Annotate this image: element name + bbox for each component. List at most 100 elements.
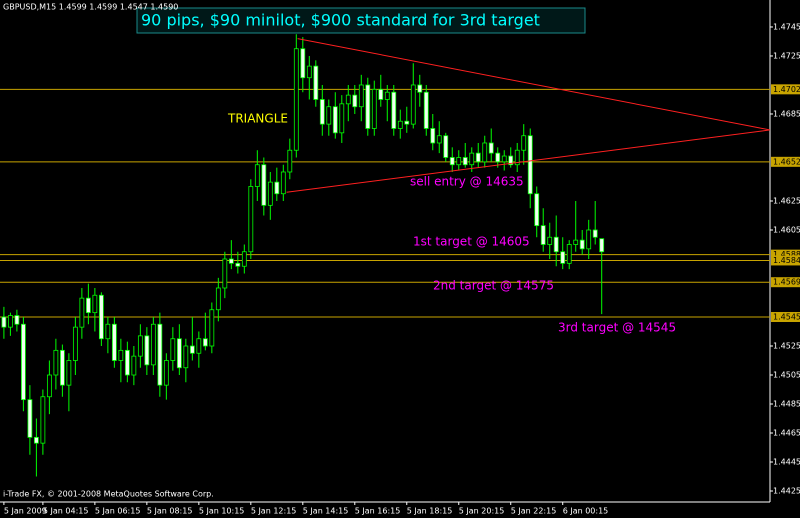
chart-title: 90 pips, $90 minilot, $900 standard for …: [141, 11, 540, 30]
candle-body: [170, 338, 176, 361]
x-tick-label: 5 Jan 2009: [4, 507, 47, 516]
level-label: 1.4588: [773, 250, 800, 259]
annotation: TRIANGLE: [227, 112, 288, 126]
candle-body: [53, 349, 59, 376]
candle-body: [59, 349, 65, 386]
x-tick-label: 5 Jan 10:15: [199, 507, 245, 516]
candle-body: [443, 135, 449, 158]
candle-body: [85, 297, 91, 314]
level-tag: [771, 277, 800, 288]
candle-body: [7, 315, 13, 328]
trend-line: [286, 129, 771, 193]
x-tick-label: 5 Jan 22:15: [511, 507, 557, 516]
trend-line: [297, 38, 771, 131]
candle-body: [261, 164, 267, 206]
level-tag: [771, 255, 800, 266]
candle-body: [33, 436, 39, 444]
candle-body: [475, 152, 481, 163]
candle-body: [469, 152, 475, 166]
x-tick-label: 5 Jan 16:15: [355, 507, 401, 516]
level-label: 1.4702: [773, 85, 800, 94]
candle-body: [482, 142, 488, 163]
candle-body: [248, 186, 254, 253]
candle-body: [27, 399, 33, 438]
level-tag: [771, 249, 800, 260]
candle-body: [514, 149, 520, 166]
candle-body: [404, 120, 410, 125]
candle-body: [215, 287, 221, 311]
candle-body: [313, 65, 319, 100]
candle-body: [540, 225, 546, 245]
candle-body: [40, 396, 46, 444]
candle-body: [92, 294, 98, 314]
candle-body: [254, 164, 260, 187]
y-tick-label: 1.4685: [773, 109, 800, 118]
candle-body: [118, 349, 124, 361]
candle-body: [547, 236, 553, 245]
x-tick-label: 5 Jan 06:15: [95, 507, 141, 516]
candle-body: [300, 48, 306, 79]
candle-body: [241, 251, 247, 267]
candle-body: [384, 91, 390, 100]
symbol-header: GBPUSD,M15 1.4599 1.4599 1.4547 1.4590: [3, 3, 178, 12]
candle-body: [1, 316, 7, 328]
candle-body: [527, 135, 533, 195]
x-tick-label: 5 Jan 12:15: [251, 507, 297, 516]
candle-body: [339, 103, 345, 134]
candle-body: [157, 323, 163, 386]
level-tag: [771, 84, 800, 95]
candle-body: [183, 345, 189, 369]
candle-body: [306, 65, 312, 79]
candle-body: [196, 338, 202, 354]
candle-body: [222, 258, 228, 289]
candle-body: [319, 99, 325, 125]
candle-body: [228, 258, 234, 264]
candle-body: [592, 229, 598, 238]
level-label: 1.4569: [773, 278, 800, 287]
candle-body: [137, 335, 143, 357]
y-tick-label: 1.4725: [773, 51, 800, 60]
annotation: 1st target @ 14605: [413, 235, 530, 249]
candle-body: [345, 94, 351, 105]
y-tick-label: 1.4625: [773, 196, 800, 205]
annotation: 3rd target @ 14545: [558, 321, 676, 335]
y-tick-label: 1.4485: [773, 400, 800, 409]
candle-body: [287, 149, 293, 173]
y-tick-label: 1.4605: [773, 225, 800, 234]
candle-body: [267, 181, 273, 206]
x-tick-label: 5 Jan 08:15: [147, 507, 193, 516]
candle-body: [573, 239, 579, 245]
y-tick-label: 1.4465: [773, 429, 800, 438]
candle-body: [586, 229, 592, 250]
candle-body: [150, 323, 156, 366]
level-tag: [771, 156, 800, 167]
candle-body: [560, 251, 566, 264]
candle-body: [72, 326, 78, 361]
candle-body: [14, 315, 20, 325]
candle-body: [365, 84, 371, 129]
candle-body: [111, 323, 117, 361]
candle-body: [462, 157, 468, 166]
candle-body: [599, 238, 605, 253]
candle-body: [46, 374, 52, 398]
candle-body: [332, 106, 338, 134]
candle-body: [235, 262, 241, 267]
x-tick-label: 5 Jan 18:15: [407, 507, 453, 516]
candle-body: [579, 239, 585, 250]
annotation: 2nd target @ 14575: [433, 279, 554, 293]
candle-body: [293, 48, 299, 151]
candle-body: [202, 338, 208, 347]
candle-body: [508, 155, 514, 166]
candle-body: [144, 335, 150, 366]
candle-body: [189, 345, 195, 354]
candle-body: [79, 297, 85, 328]
candle-body: [397, 120, 403, 129]
candle-body: [410, 84, 416, 125]
candle-body: [209, 309, 215, 347]
candle-body: [456, 157, 462, 166]
candle-body: [20, 323, 26, 401]
candle-body: [430, 128, 436, 144]
